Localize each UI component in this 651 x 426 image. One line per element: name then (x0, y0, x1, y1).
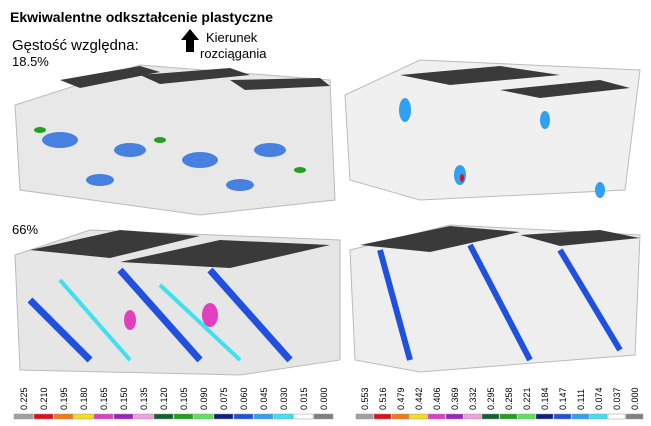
legend-label: 0.258 (504, 387, 514, 410)
legend-label: 0.369 (450, 387, 460, 410)
legend-swatch (154, 414, 173, 419)
render-top-left (15, 65, 335, 215)
density-top: 18.5% (12, 54, 49, 69)
direction: Kierunek (206, 30, 258, 45)
figure: Ekwiwalentne odkształcenie plastyczne Gę… (0, 0, 651, 421)
legend-label: 0.221 (522, 387, 532, 410)
density-label: Gęstość względna: (12, 37, 139, 54)
legend-swatch (446, 414, 463, 419)
arrow (181, 29, 199, 52)
legend-label: 0.295 (486, 387, 496, 410)
legend-swatch (572, 414, 589, 419)
legend-swatch (214, 414, 233, 419)
legend-label: 0.135 (139, 387, 149, 410)
legend-swatch (314, 414, 333, 419)
legend-label: 0.015 (299, 387, 309, 410)
legend-label: 0.553 (360, 387, 370, 410)
legend-label: 0.105 (179, 387, 189, 410)
legend-label: 0.180 (79, 387, 89, 410)
legend-label: 0.332 (468, 387, 478, 410)
render-top-right (345, 60, 640, 200)
legend-swatch (14, 414, 33, 419)
legend-label: 0.060 (239, 387, 249, 410)
legend-label: 0.000 (319, 387, 329, 410)
legend-swatch (54, 414, 73, 419)
legend-label: 0.147 (558, 387, 568, 410)
legend-label: 0.150 (119, 387, 129, 410)
legend-label: 0.120 (159, 387, 169, 410)
legend-label: 0.195 (59, 387, 69, 410)
legend-label: 0.210 (39, 387, 49, 410)
legend-swatch (274, 414, 293, 419)
legend-swatch (34, 414, 53, 419)
legend-swatch (536, 414, 553, 419)
direction: rozciągania (200, 46, 267, 61)
title: Ekwiwalentne odkształcenie plastyczne (10, 9, 273, 25)
legend-swatch (94, 414, 113, 419)
legend-label: 0.074 (594, 387, 604, 410)
legend-label: 0.111 (576, 389, 586, 410)
legend-label: 0.442 (414, 387, 424, 410)
legend-swatch (174, 414, 193, 419)
legend-swatch (518, 414, 535, 419)
legend-swatch (482, 414, 499, 419)
legend-label: 0.075 (219, 387, 229, 410)
legend-swatch (410, 414, 427, 419)
legend-label: 0.030 (279, 387, 289, 410)
legend-swatch (464, 414, 481, 419)
legend-swatch (74, 414, 93, 419)
legend-swatch (294, 414, 313, 419)
render-bottom-right (350, 225, 640, 372)
legend-swatch (608, 414, 625, 419)
legend-swatch (626, 414, 643, 419)
legend-label: 0.090 (199, 387, 209, 410)
legend-swatch (254, 414, 273, 419)
legend-label: 0.406 (432, 387, 442, 410)
legend-swatch (374, 414, 391, 419)
legend-label: 0.184 (540, 387, 550, 410)
render-bottom-left (15, 230, 340, 375)
legend-swatch (114, 414, 133, 419)
legend-swatch (134, 414, 153, 419)
legend-swatch (356, 414, 373, 419)
legend-label: 0.000 (630, 387, 640, 410)
legend-swatch (554, 414, 571, 419)
legend-swatch (392, 414, 409, 419)
legend-label: 0.045 (259, 387, 269, 410)
legend-label: 0.479 (396, 387, 406, 410)
legend-swatch (194, 414, 213, 419)
legend-label: 0.037 (612, 387, 622, 410)
density-bottom: 66% (12, 222, 38, 237)
legend-swatch (234, 414, 253, 419)
legend-swatch (428, 414, 445, 419)
legend-label: 0.225 (19, 387, 29, 410)
legend-label: 0.165 (99, 387, 109, 410)
legend-swatch (500, 414, 517, 419)
legend-swatch (590, 414, 607, 419)
legend-label: 0.516 (378, 387, 388, 410)
